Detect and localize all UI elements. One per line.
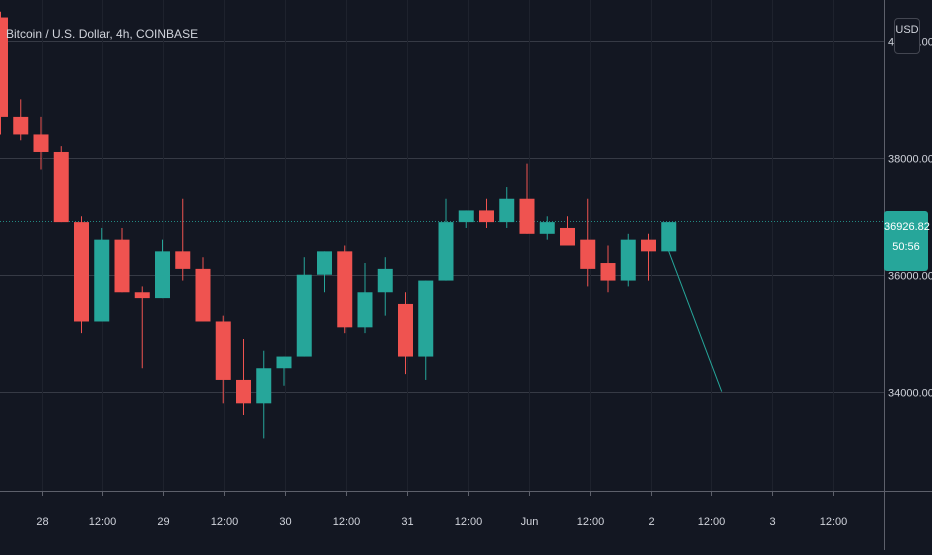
candle-body — [580, 239, 596, 269]
candle-body — [357, 292, 373, 328]
x-tick-label: 31 — [401, 516, 413, 528]
candle-body — [215, 321, 231, 380]
candle-body — [641, 239, 656, 252]
x-tick-label: 12:00 — [89, 516, 117, 528]
candle-body — [317, 251, 332, 275]
y-tick-label: 34000.00 — [888, 388, 932, 400]
candle-body — [600, 263, 616, 281]
x-tick-label: 2 — [648, 516, 654, 528]
candle-body — [377, 268, 393, 293]
x-tick-label: 30 — [279, 516, 291, 528]
candle-body — [337, 251, 353, 328]
candles — [0, 11, 677, 439]
candle-body — [296, 274, 312, 357]
candle-body — [519, 198, 535, 234]
candle-body — [539, 222, 555, 234]
x-tick-label: 28 — [36, 516, 48, 528]
x-tick-label: 12:00 — [698, 516, 726, 528]
last-price-tag: 36926.82 50:56 — [884, 211, 930, 271]
candle-body — [560, 227, 575, 246]
candle-body — [236, 379, 251, 404]
candle-body — [53, 151, 69, 223]
x-tick-label: 3 — [769, 516, 775, 528]
x-tick-label: 12:00 — [333, 516, 361, 528]
candle-body — [661, 222, 677, 252]
x-tick-label: 12:00 — [577, 516, 605, 528]
last-price-label: 36926.82 — [884, 221, 930, 233]
candle-body — [134, 292, 150, 299]
candle-body — [438, 222, 454, 281]
y-tick-label: 38000.00 — [888, 154, 932, 166]
x-tick-label: 12:00 — [820, 516, 848, 528]
candle-body — [13, 116, 29, 135]
x-tick-label: Jun — [521, 516, 539, 528]
candle-body — [155, 251, 170, 299]
candle-body — [276, 356, 292, 369]
bar-countdown-label: 50:56 — [892, 241, 920, 253]
currency-button[interactable]: USD — [894, 18, 920, 54]
candle-body — [175, 251, 191, 269]
candle-body — [0, 17, 8, 117]
candle-body — [195, 268, 211, 322]
trend-line — [668, 251, 723, 392]
x-tick-label: 29 — [157, 516, 169, 528]
candle-body — [94, 239, 110, 322]
candle-body — [620, 239, 636, 281]
candle-body — [33, 134, 49, 152]
candle-body — [114, 239, 130, 293]
y-tick-label: 36000.00 — [888, 271, 932, 283]
x-tick-label: 12:00 — [455, 516, 483, 528]
chart-title: Bitcoin / U.S. Dollar, 4h, COINBASE — [6, 27, 199, 41]
candle-body — [256, 368, 272, 404]
candle-body — [499, 198, 515, 223]
candle-body — [458, 210, 474, 223]
candle-body — [398, 303, 413, 357]
x-tick-label: 12:00 — [211, 516, 239, 528]
candle-body — [74, 222, 89, 322]
candle-body — [479, 210, 494, 223]
candle-body — [418, 280, 434, 357]
trend-line-drawing[interactable] — [668, 251, 723, 392]
